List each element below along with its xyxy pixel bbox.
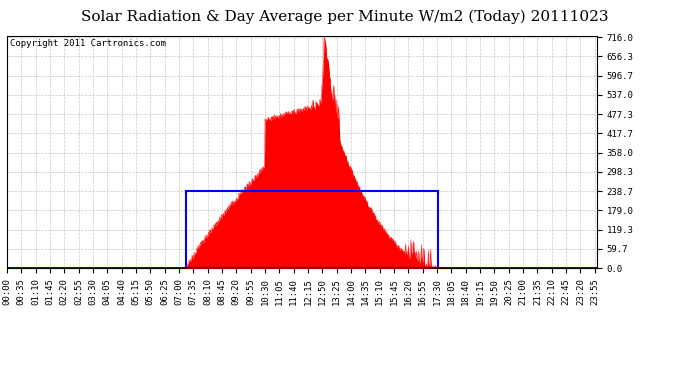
Text: Solar Radiation & Day Average per Minute W/m2 (Today) 20111023: Solar Radiation & Day Average per Minute… — [81, 9, 609, 24]
Bar — [186, 191, 438, 268]
Text: Copyright 2011 Cartronics.com: Copyright 2011 Cartronics.com — [10, 39, 166, 48]
